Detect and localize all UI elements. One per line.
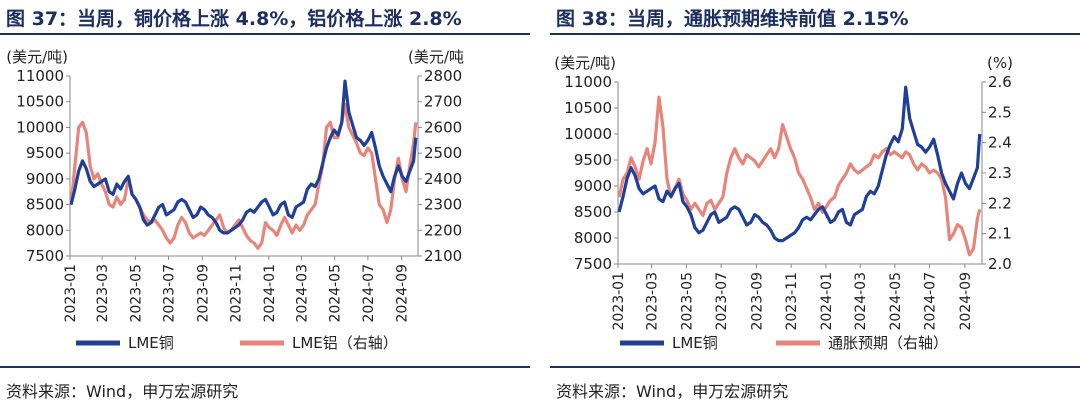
chart2-right-unit-label: (%) [987,54,1013,72]
figure-38-chart: (美元/吨) (%) 7500 8000 8500 9000 9500 10000 10500 1… [554,54,1013,352]
chart1-x-tick-label: 2023-11 [229,264,245,323]
figure-37-title: 图 37：当周，铜价格上涨 4.8%，铝价格上涨 2.8% [6,8,462,30]
figure-38-top-rule [550,33,1080,35]
chart2-left-tick-label: 8000 [574,229,612,247]
figure-38-title: 图 38：当周，通胀预期维持前值 2.15% [556,8,909,30]
chart2-right-tick-label: 2.1 [988,225,1012,243]
chart2-right-tick-label: 2.5 [988,103,1012,121]
chart1-right-tick-label: 2200 [424,221,462,239]
chart2-legend-inflation-label: 通胀预期（右轴） [828,334,948,352]
chart2-x-tick-label: 2023-05 [679,272,695,331]
figure-37-source: 资料来源：Wind，申万宏源研究 [6,382,239,401]
chart2-left-unit-label: (美元/吨) [554,54,616,72]
figure-38-source: 资料来源：Wind，申万宏源研究 [556,382,789,401]
chart1-left-tick-label: 8000 [26,221,64,239]
chart1-right-tick-label: 2500 [424,144,462,162]
chart1-left-tick-label: 7500 [26,247,64,265]
chart1-right-tick-label: 2100 [424,247,462,265]
chart2-x-tick-label: 2024-05 [888,272,904,331]
chart1-x-tick-label: 2024-05 [328,264,344,323]
chart2-x-tick-label: 2024-03 [853,272,869,331]
chart1-left-tick-label: 8500 [26,196,64,214]
chart1-right-tick-label: 2800 [424,67,462,85]
chart2-right-tick-label: 2.0 [988,255,1012,273]
chart1-left-tick-label: 11000 [16,67,64,85]
chart1-x-tick-label: 2023-01 [63,264,79,323]
figure-37-panel: 图 37：当周，铜价格上涨 4.8%，铝价格上涨 2.8% (美元/吨) (美元/… [0,0,530,406]
chart1-right-unit-label: (美元/吨 [408,48,464,66]
chart2-legend-copper-label: LME铜 [672,334,718,352]
chart1-legend-copper-label: LME铜 [128,334,174,352]
chart1-left-tick-label: 10500 [16,93,64,111]
chart1-left-unit-label: (美元/吨) [6,48,68,66]
chart2-x-tick-label: 2023-09 [749,272,765,331]
chart1-legend-aluminium-label: LME铝（右轴） [292,334,398,352]
figure-38-bottom-rule [550,366,1080,368]
chart2-right-tick-label: 2.2 [988,194,1012,212]
chart1-right-tick-label: 2300 [424,196,462,214]
chart2-right-tick-label: 2.4 [988,134,1012,152]
chart2-left-tick-label: 8500 [574,203,612,221]
chart1-left-tick-label: 10000 [16,118,64,136]
figure-37-top-rule [0,33,530,35]
chart2-x-tick-label: 2023-01 [611,272,627,331]
chart1-x-tick-label: 2023-07 [162,264,178,323]
chart2-left-tick-label: 9000 [574,177,612,195]
chart2-left-tick-label: 7500 [574,255,612,273]
chart1-left-tick-label: 9500 [26,144,64,162]
chart2-left-tick-label: 9500 [574,151,612,169]
figure-37-chart: (美元/吨) (美元/吨 7500 8000 8500 9000 9500 10000 1050… [6,48,464,352]
chart1-series-aluminium-line [69,102,418,250]
chart2-x-tick-label: 2023-07 [714,272,730,331]
figure-37-bottom-rule [0,366,530,368]
chart2-x-tick-label: 2024-09 [958,272,974,331]
figure-38-panel: 图 38：当周，通胀预期维持前值 2.15% (美元/吨) (%) 7500 8000… [550,0,1080,406]
chart2-x-tick-label: 2024-07 [923,272,939,331]
chart1-right-tick-label: 2600 [424,118,462,136]
chart2-left-tick-label: 10500 [564,99,612,117]
chart1-left-tick-label: 9000 [26,170,64,188]
chart2-right-tick-label: 2.6 [988,73,1012,91]
chart1-x-tick-label: 2023-03 [95,264,111,323]
chart2-x-tick-label: 2024-01 [819,272,835,331]
chart1-x-tick-label: 2024-01 [262,264,278,323]
chart1-x-tick-label: 2023-05 [128,264,144,323]
chart1-x-tick-label: 2024-09 [395,264,411,323]
chart2-series-copper-line [617,85,982,243]
chart2-left-tick-label: 10000 [564,125,612,143]
chart2-right-tick-label: 2.3 [988,164,1012,182]
chart2-x-tick-label: 2023-11 [784,272,800,331]
chart1-x-tick-label: 2023-09 [195,264,211,323]
chart2-left-tick-label: 11000 [564,73,612,91]
chart1-right-tick-label: 2700 [424,93,462,111]
chart1-right-tick-label: 2400 [424,170,462,188]
chart2-series-inflation-line [617,95,982,257]
chart2-x-tick-label: 2023-03 [645,272,661,331]
chart1-x-tick-label: 2024-03 [294,264,310,323]
chart1-x-tick-label: 2024-07 [361,264,377,323]
chart1-series-copper-line [69,79,418,235]
